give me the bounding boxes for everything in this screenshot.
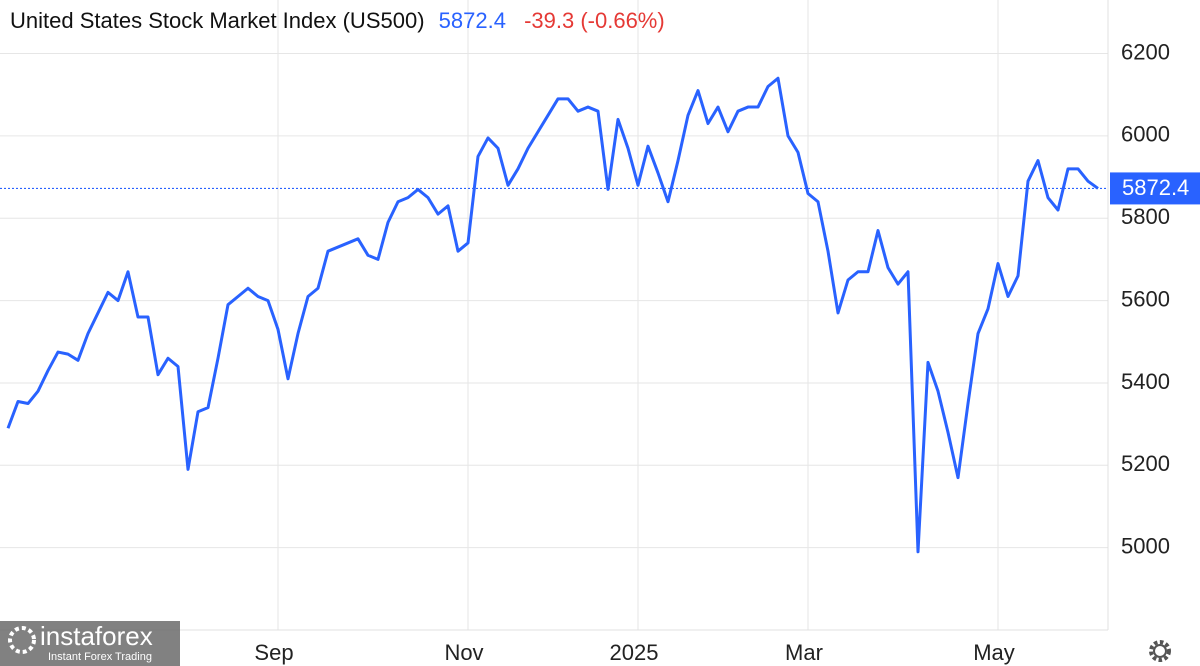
watermark-icon (8, 626, 36, 654)
y-tick-label: 5600 (1121, 286, 1170, 311)
price-change: -39.3 (-0.66%) (524, 8, 665, 33)
x-tick-label: 2025 (610, 640, 659, 665)
grid (0, 0, 1108, 630)
watermark-brand: instaforex (40, 621, 153, 651)
y-tick-label: 5800 (1121, 204, 1170, 229)
price-line (6, 76, 1099, 554)
x-tick-label: May (973, 640, 1015, 665)
gear-body[interactable] (1153, 644, 1167, 658)
watermark-tagline: Instant Forex Trading (48, 651, 152, 663)
x-tick-label: Mar (785, 640, 823, 665)
settings-icon[interactable] (1149, 640, 1171, 662)
x-tick-label: Sep (254, 640, 293, 665)
last-price: 5872.4 (439, 8, 506, 33)
y-tick-label: 5200 (1121, 451, 1170, 476)
plot (0, 76, 1108, 554)
header: United States Stock Market Index (US500)… (10, 8, 665, 33)
gear-teeth[interactable] (1149, 640, 1171, 662)
watermark-bg (0, 621, 180, 666)
last-price-label: 5872.4 (1122, 175, 1189, 200)
y-tick-label: 5400 (1121, 369, 1170, 394)
y-tick-label: 6200 (1121, 39, 1170, 64)
y-tick-label: 6000 (1121, 122, 1170, 147)
x-tick-label: Nov (444, 640, 483, 665)
watermark: instaforex Instant Forex Trading (0, 621, 180, 666)
y-tick-label: 5000 (1121, 533, 1170, 558)
chart-title: United States Stock Market Index (US500) (10, 8, 425, 33)
last-price-box (1110, 172, 1200, 205)
